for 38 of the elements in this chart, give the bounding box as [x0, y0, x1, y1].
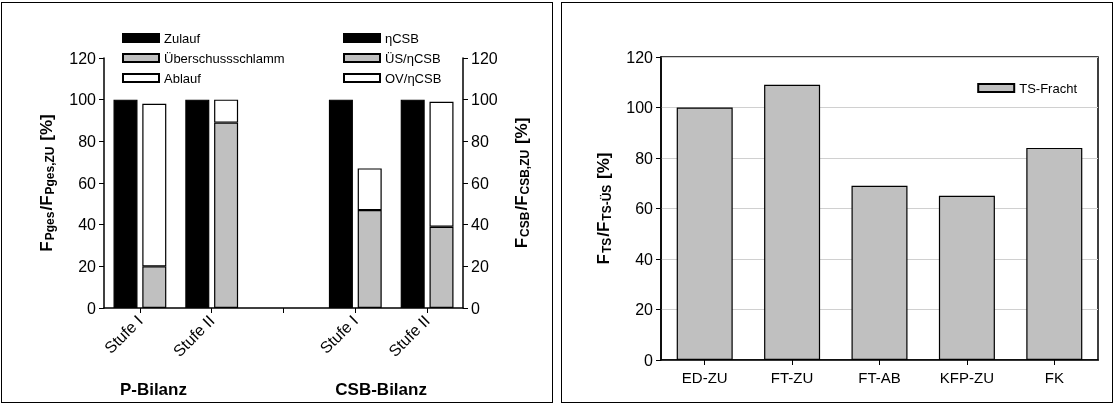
legend-label: OV/ηCSB — [385, 70, 442, 86]
text: CSB-Bilanz — [335, 380, 427, 399]
y-tick-label: 120 — [69, 49, 97, 67]
y2-tick-label: 40 — [471, 216, 489, 234]
y2-tick-label: 0 — [471, 299, 480, 317]
legend-label: Überschussschlamm — [164, 50, 285, 66]
legend-label: ηCSB — [385, 30, 419, 46]
y2-tick-label: 100 — [471, 91, 498, 109]
y-tick-label: 20 — [635, 301, 654, 318]
y-tick-label: 40 — [78, 216, 97, 234]
text: P-Bilanz — [119, 380, 187, 399]
x-tick-label: KFP-ZU — [939, 369, 994, 386]
y-tick-label: 20 — [78, 257, 97, 275]
y2-tick-label: 20 — [471, 257, 489, 275]
legend-label: ÜS/ηCSB — [385, 50, 441, 66]
y-tick-label: 60 — [635, 200, 654, 217]
y-tick-label: 80 — [78, 132, 97, 150]
y2-axis-title: FCSB/FCSB,ZU [%] — [511, 117, 532, 249]
x-tick-label: ED-ZU — [681, 369, 728, 386]
legend-label: Ablauf — [164, 70, 202, 86]
y-tick-label: 0 — [87, 299, 97, 317]
x-tick-label: FK — [1044, 369, 1064, 386]
y-tick-label: 100 — [626, 99, 654, 116]
y-tick-label: 80 — [635, 149, 654, 167]
legend-label: TS-Fracht — [1019, 80, 1078, 96]
x-tick-label: FT-ZU — [770, 369, 814, 386]
legend-label: Zulauf — [164, 30, 201, 46]
y-tick-label: 120 — [626, 48, 654, 66]
y2-tick-label: 120 — [471, 49, 498, 67]
x-tick-label: FT-AB — [858, 369, 901, 386]
y-axis-title: FTS/FTS-ÜS [%] — [593, 152, 614, 265]
y-tick-label: 40 — [635, 250, 654, 268]
y2-tick-label: 80 — [471, 132, 489, 150]
y-tick-label: 0 — [644, 351, 654, 369]
y2-tick-label: 60 — [471, 174, 489, 192]
y-axis-title: FPges/FPges,ZU [%] — [36, 114, 57, 252]
y-tick-label: 100 — [69, 91, 97, 109]
y-tick-label: 60 — [78, 174, 97, 192]
